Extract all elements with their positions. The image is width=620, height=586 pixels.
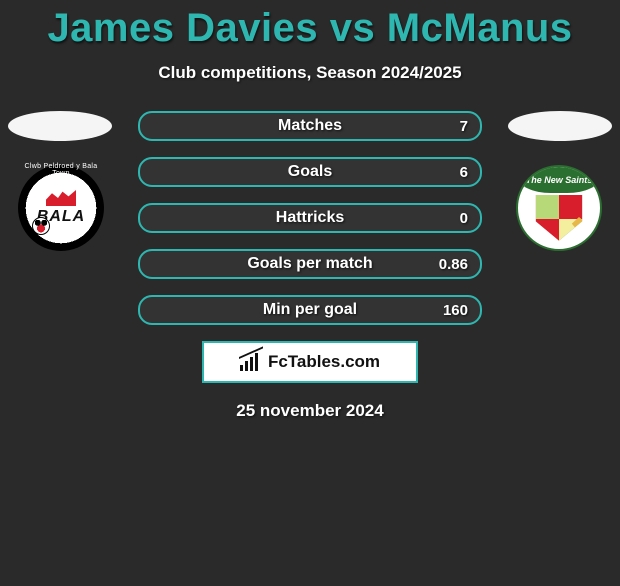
stat-label: Min per goal xyxy=(263,301,357,319)
football-icon xyxy=(32,217,50,235)
stat-label: Hattricks xyxy=(276,209,344,227)
brand-box[interactable]: FcTables.com xyxy=(202,341,418,383)
stat-value-right: 0 xyxy=(460,210,468,227)
comparison-layout: Clwb Peldroed y Bala Town BALA The New S… xyxy=(0,111,620,421)
stat-value-right: 0.86 xyxy=(439,256,468,273)
crest-left-inner: BALA xyxy=(26,173,96,243)
crest-right-banner: The New Saints xyxy=(518,167,600,193)
stat-value-right: 6 xyxy=(460,164,468,181)
stat-value-right: 160 xyxy=(443,302,468,319)
stat-label: Goals xyxy=(288,163,332,181)
dragon-icon xyxy=(46,190,76,206)
club-crest-left: Clwb Peldroed y Bala Town BALA xyxy=(18,165,104,251)
stat-row: Min per goal 160 xyxy=(138,295,482,325)
stat-row: Hattricks 0 xyxy=(138,203,482,233)
country-flag-left xyxy=(8,111,112,141)
stat-row: Matches 7 xyxy=(138,111,482,141)
crest-right-shield xyxy=(526,195,592,243)
stat-label: Goals per match xyxy=(247,255,372,273)
stat-label: Matches xyxy=(278,117,342,135)
stat-row: Goals 6 xyxy=(138,157,482,187)
brand-text: FcTables.com xyxy=(268,352,380,372)
stat-row: Goals per match 0.86 xyxy=(138,249,482,279)
page-title: James Davies vs McManus xyxy=(0,6,620,51)
chart-icon xyxy=(240,353,262,371)
subtitle: Club competitions, Season 2024/2025 xyxy=(0,63,620,83)
country-flag-right xyxy=(508,111,612,141)
stat-value-right: 7 xyxy=(460,118,468,135)
date-text: 25 november 2024 xyxy=(0,401,620,421)
comparison-card: James Davies vs McManus Club competition… xyxy=(0,6,620,421)
club-crest-right: The New Saints xyxy=(516,165,602,251)
stats-list: Matches 7 Goals 6 Hattricks 0 Goals per … xyxy=(138,111,482,325)
